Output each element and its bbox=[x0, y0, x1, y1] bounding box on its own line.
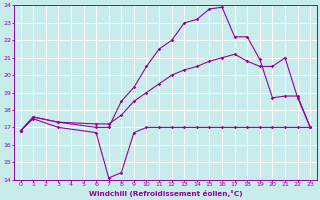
X-axis label: Windchill (Refroidissement éolien,°C): Windchill (Refroidissement éolien,°C) bbox=[89, 190, 242, 197]
